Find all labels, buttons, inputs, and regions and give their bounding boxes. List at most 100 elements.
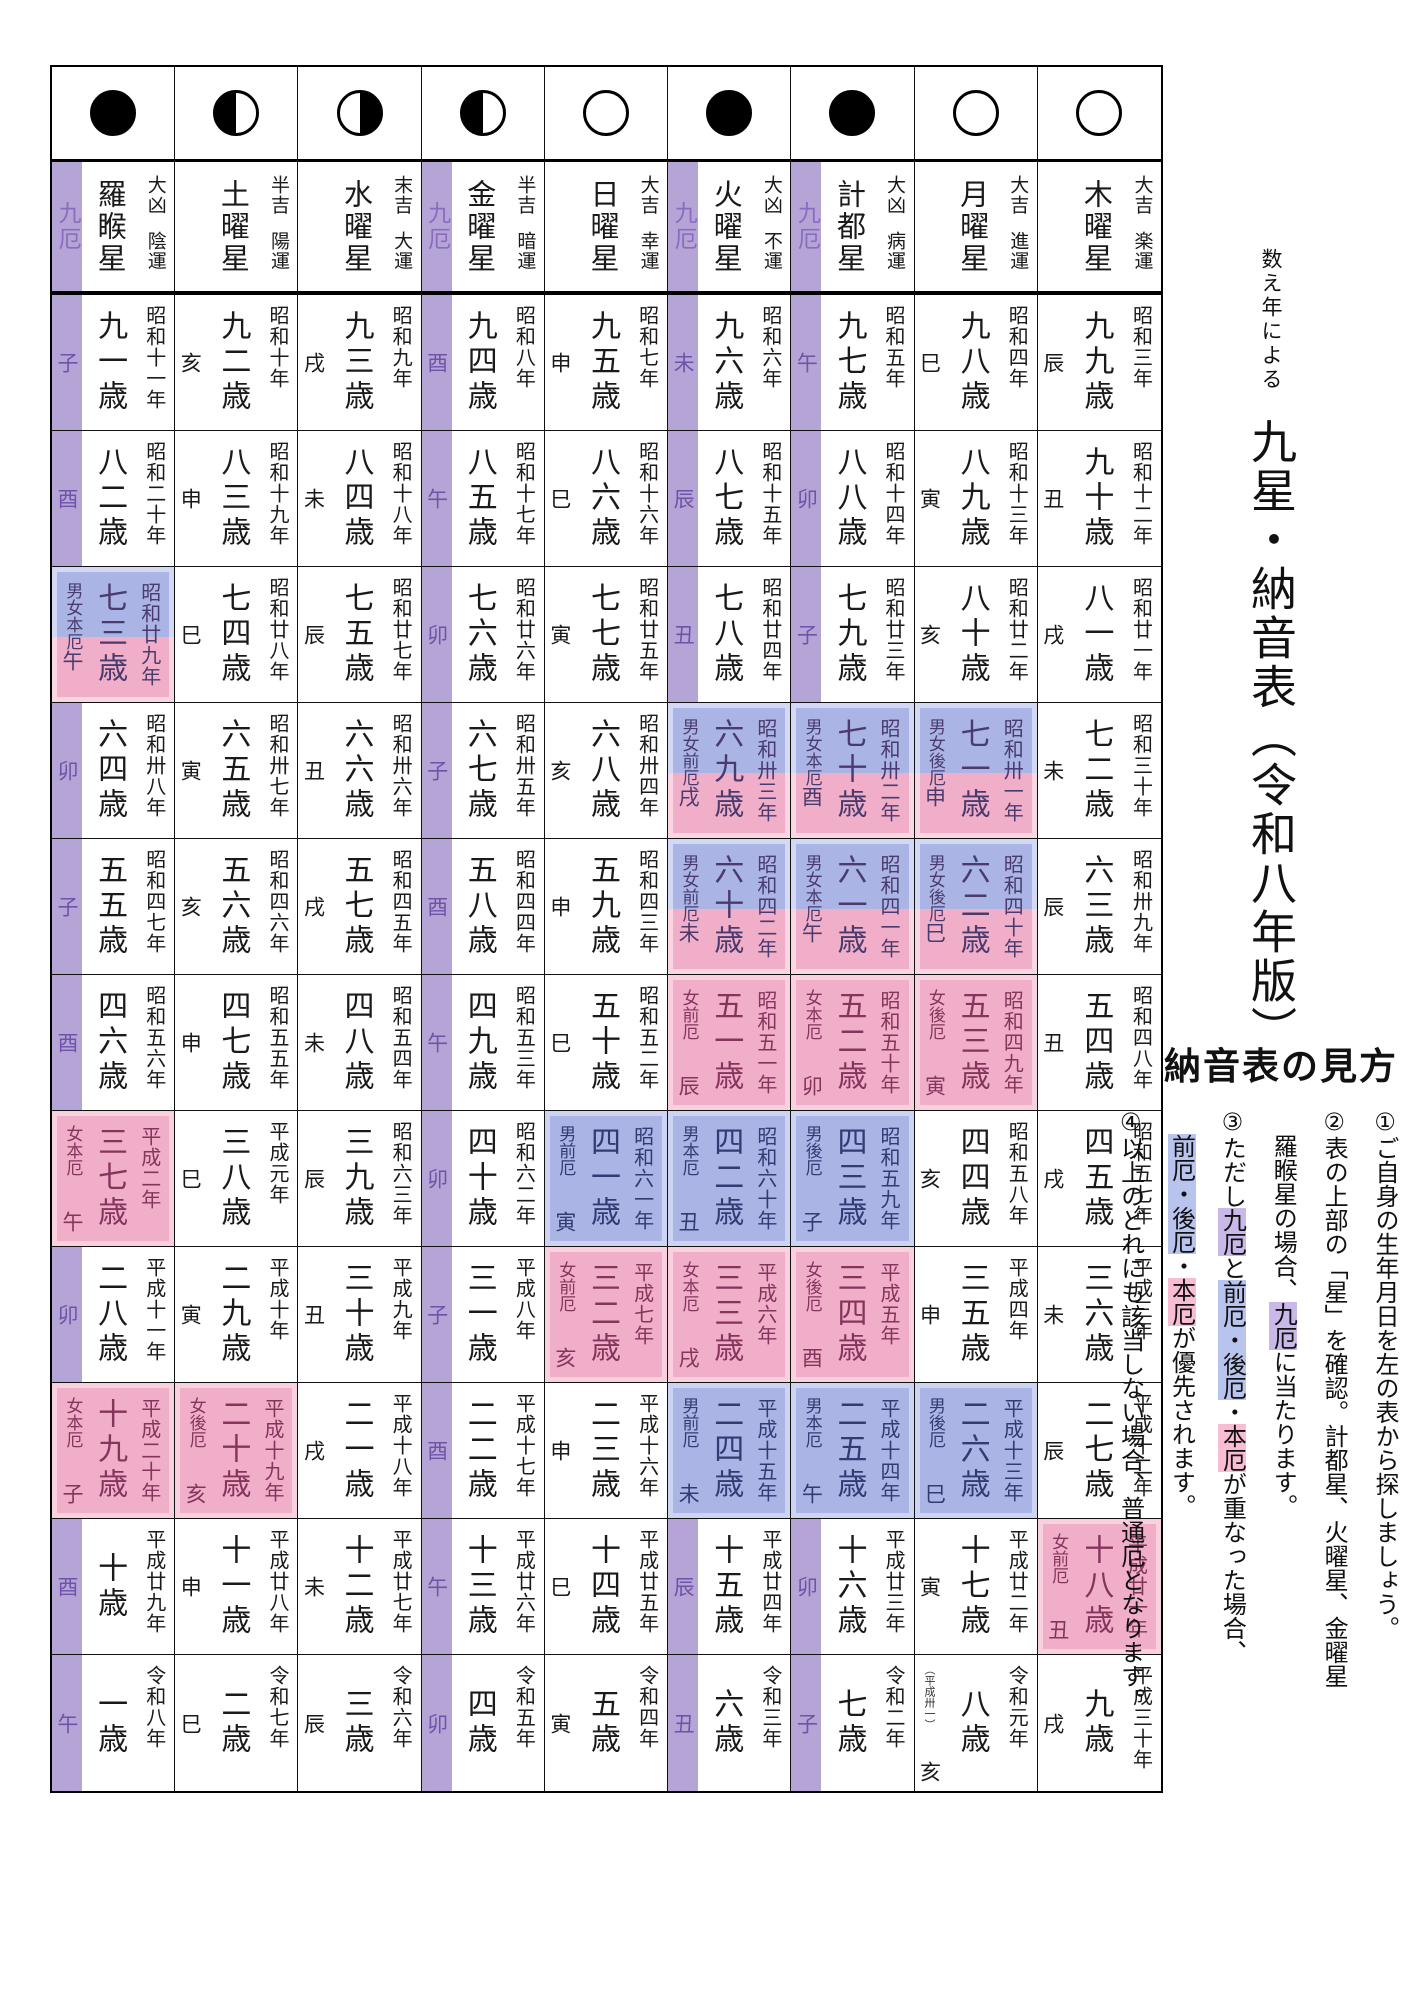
fortune-label: 不運 — [760, 231, 783, 271]
age-text: 九四歳 — [461, 310, 497, 415]
year-text: 昭和六十年 — [753, 1126, 778, 1231]
year-text: 昭和十七年 — [512, 441, 537, 546]
zodiac-label: 戌 — [301, 1440, 326, 1461]
zodiac-strip: 申 — [175, 975, 205, 1110]
fortune-label: 幸運 — [637, 231, 660, 271]
guide-instructions: ①ご自身の生年月日を左の表から探しましょう。 ②表の上部の「星」を確認。計都星、火… — [1117, 1108, 1404, 1832]
year-column: 昭和四三年 — [629, 839, 667, 974]
zodiac-label: 午 — [60, 1211, 84, 1232]
table-cell: 未七二歳 昭和三十年 — [1037, 703, 1161, 839]
table-cell: 酉八二歳 昭和二十年 — [52, 431, 176, 567]
year-text: 平成三十年 — [1129, 1665, 1154, 1770]
table-cell: 男本厄丑四二歳 昭和六十年 — [668, 1111, 792, 1247]
age-text: 八九歳 — [954, 446, 990, 551]
kyuyaku-strip: 九厄 — [791, 162, 822, 291]
zodiac-strip: 未 — [668, 295, 699, 430]
zodiac-strip: 寅 — [915, 1519, 945, 1654]
year-text: 令和五年 — [512, 1665, 537, 1749]
age-text: 二一歳 — [338, 1398, 374, 1503]
age-column: 九歳 — [1068, 1655, 1123, 1791]
zodiac-label: 戌 — [1040, 624, 1065, 645]
moon-cell — [791, 67, 915, 162]
moon-cell — [298, 67, 422, 162]
age-column: 九一歳 — [82, 295, 136, 430]
zodiac-strip: 酉 — [421, 295, 452, 430]
zodiac-label: 巳 — [547, 1032, 572, 1053]
zodiac-label: 申 — [547, 352, 572, 373]
zodiac-label: 辰 — [676, 1075, 701, 1096]
zodiac-strip: 男女本厄酉 — [796, 708, 826, 833]
year-text: 令和八年 — [142, 1665, 167, 1749]
age-column: 三八歳 — [205, 1111, 259, 1246]
year-text: 昭和廿三年 — [882, 577, 907, 682]
age-column: 三二歳 — [580, 1252, 624, 1377]
age-column: 五三歳 — [950, 980, 994, 1105]
age-text: 五四歳 — [1078, 990, 1114, 1095]
age-column: 四二歳 — [703, 1116, 747, 1241]
year-text: 平成十五年 — [753, 1398, 778, 1503]
zodiac-strip: 女本厄戌 — [673, 1252, 703, 1377]
age-text: 六四歳 — [92, 718, 128, 823]
age-text: 二歳 — [215, 1688, 251, 1758]
year-text: 昭和三十年 — [1129, 713, 1154, 818]
age-text: 八一歳 — [1078, 582, 1114, 687]
table-cell: 辰十五歳 平成廿四年 — [668, 1519, 792, 1655]
age-column: 七三歳 — [87, 572, 131, 697]
zodiac-label: 午 — [60, 650, 84, 671]
yaku-label: 男女前厄 — [678, 854, 699, 922]
age-column: 四一歳 — [580, 1116, 624, 1241]
moon-cell — [1037, 67, 1161, 162]
zodiac-label: 申 — [547, 1440, 572, 1461]
age-column: 二歳 — [205, 1655, 259, 1791]
kyuyaku-strip — [175, 162, 205, 291]
year-column: 昭和六十年 — [747, 1116, 785, 1241]
yaku-label: 女本厄 — [62, 1125, 83, 1176]
age-column: 四十歳 — [452, 1111, 506, 1246]
yaku-label: 男本厄 — [801, 1397, 822, 1448]
year-column: 昭和五六年 — [136, 975, 174, 1110]
table-cell: 午四九歳 昭和五三年 — [421, 975, 545, 1111]
zodiac-label: 子 — [55, 896, 79, 917]
zodiac-strip: 亥 — [175, 839, 205, 974]
zodiac-label: 卯 — [794, 488, 819, 509]
star-name: 月曜星 — [945, 162, 1001, 291]
zodiac-label: 亥 — [917, 1761, 942, 1782]
zodiac-label: 酉 — [424, 1440, 449, 1461]
moon-cell — [421, 67, 545, 162]
star-header-cell: 水曜星 末吉 大運 — [298, 162, 422, 295]
year-text: 平成廿四年 — [758, 1529, 783, 1634]
zodiac-label: 子 — [794, 1712, 819, 1734]
age-text: 六歳 — [708, 1688, 744, 1758]
year-text: 昭和五年 — [882, 305, 907, 389]
yaku-label: 男女本厄 — [801, 854, 822, 922]
year-column: 平成二十年 — [131, 1388, 169, 1513]
table-cell: 寅十七歳 平成廿二年 — [914, 1519, 1038, 1655]
year-text: 平成十一年 — [142, 1257, 167, 1362]
age-column: 六歳 — [698, 1655, 752, 1791]
age-column: 五四歳 — [1068, 975, 1123, 1110]
year-column: 昭和卅五年 — [506, 703, 544, 838]
age-column: 九四歳 — [452, 295, 506, 430]
page-title: 数え年による九星・納音表（令和八年版） — [1238, 248, 1304, 1078]
age-column: 十二歳 — [328, 1519, 382, 1654]
zodiac-strip: 戌 — [1038, 1655, 1068, 1791]
star-name-text: 金曜星 — [462, 178, 497, 275]
age-text: 三四歳 — [831, 1262, 867, 1367]
table-cell: 亥八十歳 昭和廿二年 — [914, 567, 1038, 703]
age-text: 四十歳 — [461, 1126, 497, 1231]
zodiac-label: 亥 — [547, 760, 572, 781]
age-column: 八三歳 — [205, 431, 259, 566]
age-column: 三一歳 — [452, 1247, 506, 1382]
yaku-label: 男女本厄 — [62, 582, 83, 650]
zodiac-strip: 卯 — [421, 567, 452, 702]
table-cell: 男女後厄申七一歳 昭和卅一年 — [914, 703, 1038, 839]
year-text: 昭和廿二年 — [1005, 577, 1030, 682]
zodiac-strip: 子 — [52, 839, 82, 974]
year-column: 昭和七年 — [629, 295, 667, 430]
year-text: 昭和十四年 — [882, 441, 907, 546]
zodiac-label: 亥 — [917, 1168, 942, 1189]
age-column: 十九歳 — [87, 1388, 131, 1513]
year-column: 令和五年 — [506, 1655, 544, 1791]
age-text: 六八歳 — [584, 718, 620, 823]
table-cell: 亥九二歳 昭和十年 — [175, 295, 299, 431]
